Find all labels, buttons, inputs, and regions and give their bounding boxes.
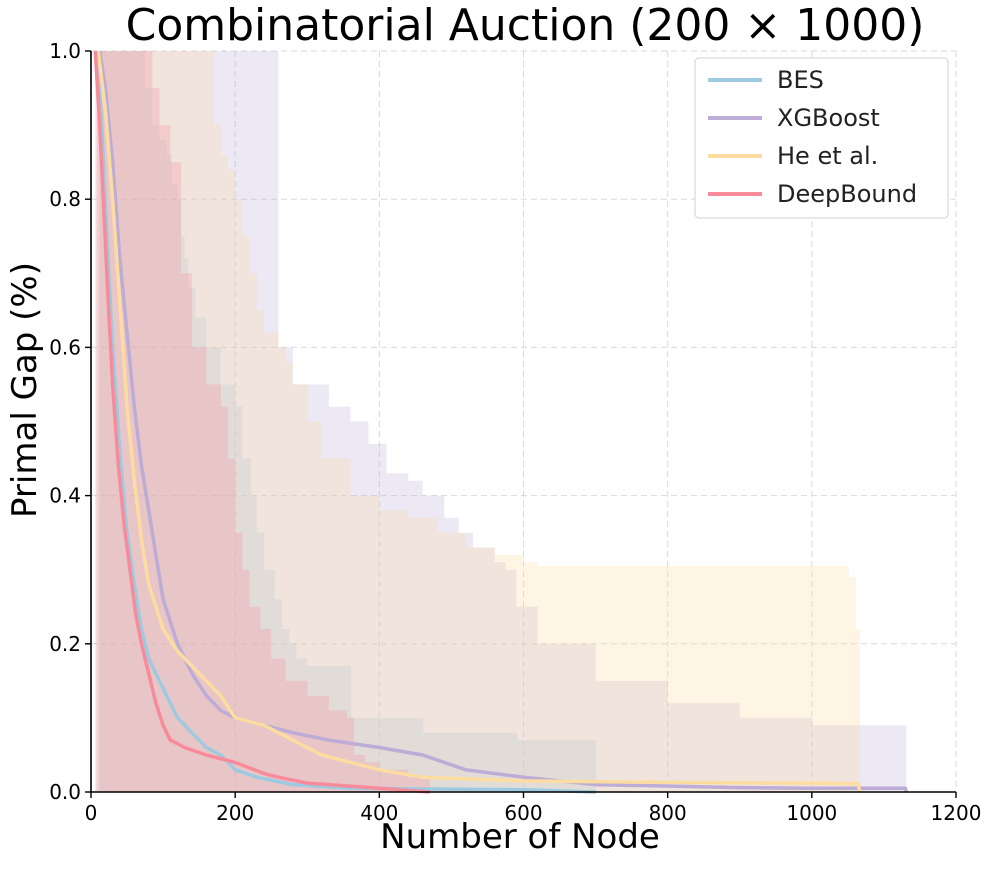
y-axis-ticks: 0.0 0.2 0.4 0.6 0.8 1.0: [49, 39, 91, 804]
band-he-et-al: [98, 51, 861, 792]
x-axis-ticks: 0 200 400 600 800 1000 1200: [85, 792, 982, 825]
line-bes: [95, 50, 596, 794]
x-tick-label: 200: [216, 801, 254, 825]
series-lines: [93, 50, 909, 794]
band-deepbound: [95, 51, 431, 792]
x-tick-label: 400: [360, 801, 398, 825]
x-axis-label: Number of Node: [380, 817, 660, 857]
line-deepbound: [93, 50, 430, 794]
x-tick-label: 0: [85, 801, 98, 825]
y-tick-label: 0.8: [49, 187, 81, 211]
grid: [91, 50, 957, 792]
x-tick-label: 600: [504, 801, 542, 825]
y-tick-label: 0.2: [49, 632, 81, 656]
y-tick-label: 0.4: [49, 484, 81, 508]
y-tick-label: 1.0: [49, 39, 81, 63]
x-tick-label: 800: [649, 801, 687, 825]
band-bes: [96, 51, 597, 792]
line-he-et-al: [96, 50, 862, 793]
confidence-bands: [95, 51, 907, 792]
legend-label-he-et-al: He et al.: [777, 142, 878, 170]
y-tick-label: 0.6: [49, 335, 81, 359]
legend: BES XGBoost He et al. DeepBound: [694, 57, 949, 219]
x-tick-label: 1200: [931, 801, 982, 825]
y-tick-label: 0.0: [49, 780, 81, 804]
legend-frame: [694, 57, 949, 219]
legend-label-xgboost: XGBoost: [777, 104, 880, 132]
legend-label-deepbound: DeepBound: [777, 180, 917, 208]
chart-title: Combinatorial Auction (200 × 1000): [126, 0, 925, 51]
y-axis-label: Primal Gap (%): [5, 262, 45, 518]
x-tick-label: 1000: [786, 801, 837, 825]
band-xgboost: [99, 51, 907, 792]
legend-label-bes: BES: [777, 66, 824, 94]
